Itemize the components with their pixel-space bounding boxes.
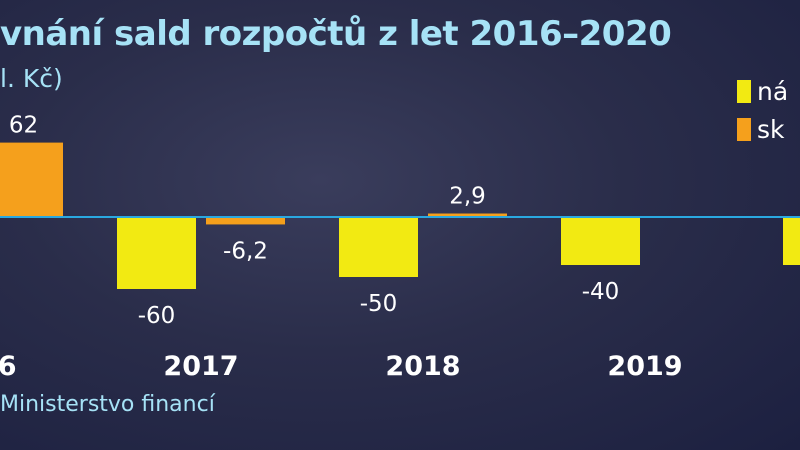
legend-label: sk [757, 114, 785, 144]
data-label: -40 [582, 279, 620, 305]
legend: ná sk [737, 72, 788, 148]
bar-2020-series-1 [783, 217, 800, 265]
data-label: 2,9 [449, 184, 486, 210]
chart-subtitle: l. Kč) [0, 64, 63, 93]
x-tick-label: 2017 [163, 351, 238, 382]
bar-2016-series-2 [0, 142, 63, 217]
x-tick-label: 2019 [607, 351, 682, 382]
legend-item-series-2: sk [737, 110, 788, 148]
bar-2019-series-1 [561, 217, 640, 265]
legend-swatch-orange [737, 117, 751, 141]
data-label: -60 [138, 303, 176, 329]
chart-title: vnání sald rozpočtů z let 2016–2020 [0, 14, 672, 54]
x-tick-label: 2018 [385, 351, 460, 382]
legend-swatch-yellow [737, 79, 751, 103]
data-label: 62 [9, 113, 38, 139]
bar-2018-series-2 [428, 213, 507, 217]
bar-2017-series-2 [206, 217, 285, 225]
legend-item-series-1: ná [737, 72, 788, 110]
bar-2018-series-1 [339, 217, 418, 277]
data-label: -6,2 [223, 238, 268, 264]
data-label: -50 [360, 291, 398, 317]
bar-2017-series-1 [117, 217, 196, 289]
x-tick-label: 2016 [0, 351, 17, 382]
source-text: Ministerstvo financí [0, 392, 215, 417]
legend-label: ná [757, 76, 789, 106]
